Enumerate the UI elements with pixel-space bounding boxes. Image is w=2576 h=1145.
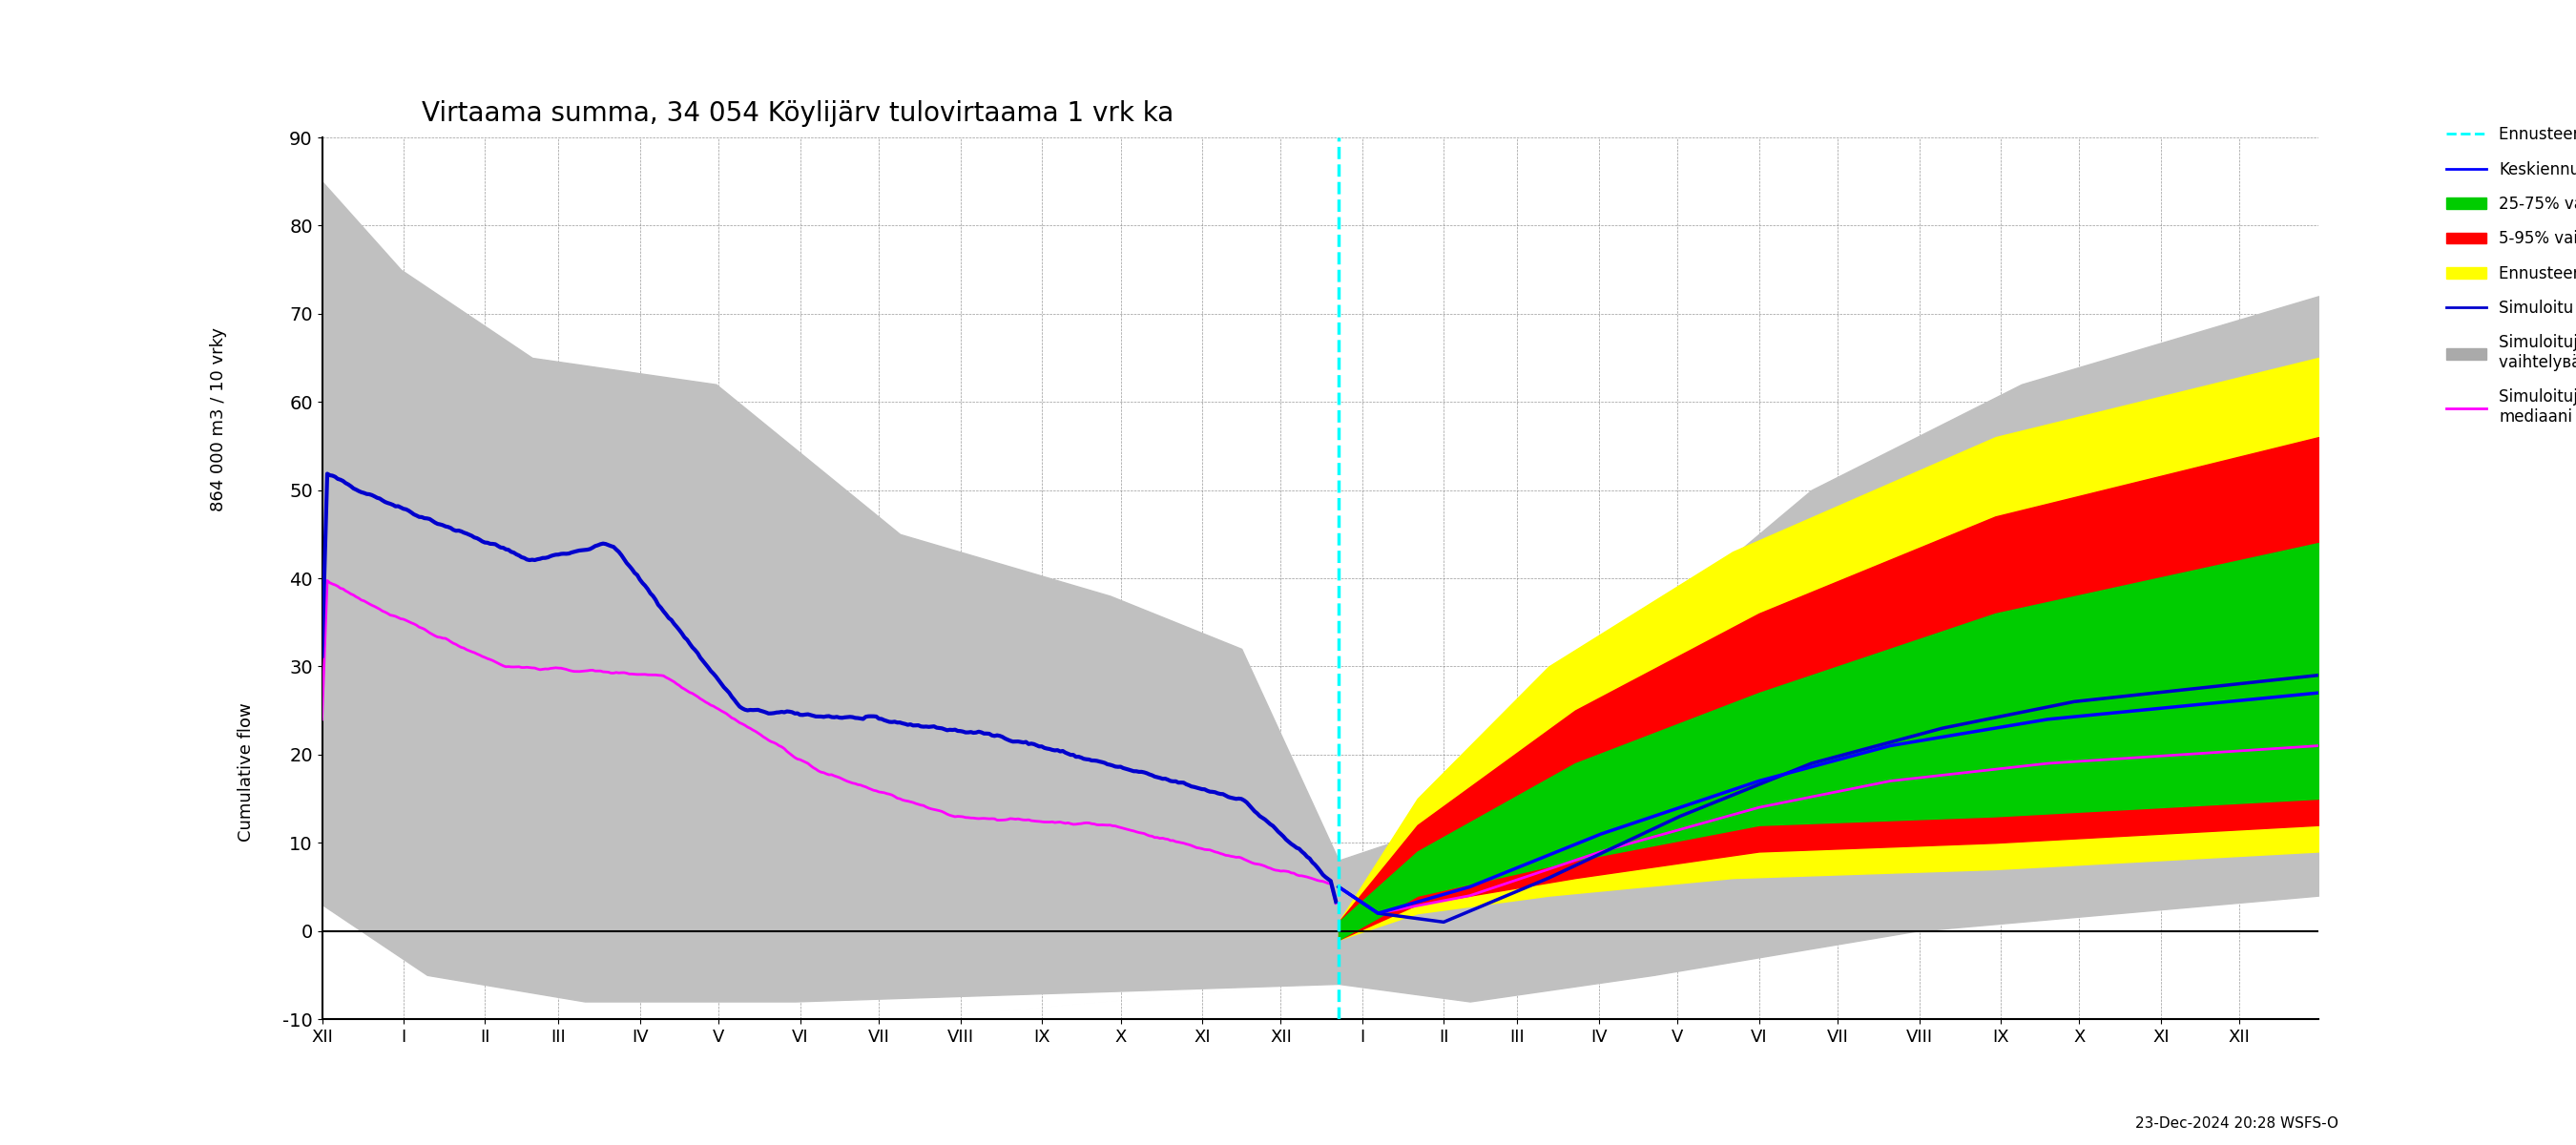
Text: Cumulative flow: Cumulative flow [237,703,255,842]
Text: Virtaama summa, 34 054 Köylijärv tulovirtaama 1 vrk ka: Virtaama summa, 34 054 Köylijärv tulovir… [422,101,1175,127]
Text: 23-Dec-2024 20:28 WSFS-O: 23-Dec-2024 20:28 WSFS-O [2136,1116,2339,1130]
Text: 864 000 m3 / 10 vrky: 864 000 m3 / 10 vrky [209,327,227,512]
Legend: Ennusteen alku, Keskiennuste, 25-75% vaihtelувäli, 5-95% vaihtelувäli, Ennusteen: Ennusteen alku, Keskiennuste, 25-75% vai… [2439,120,2576,432]
